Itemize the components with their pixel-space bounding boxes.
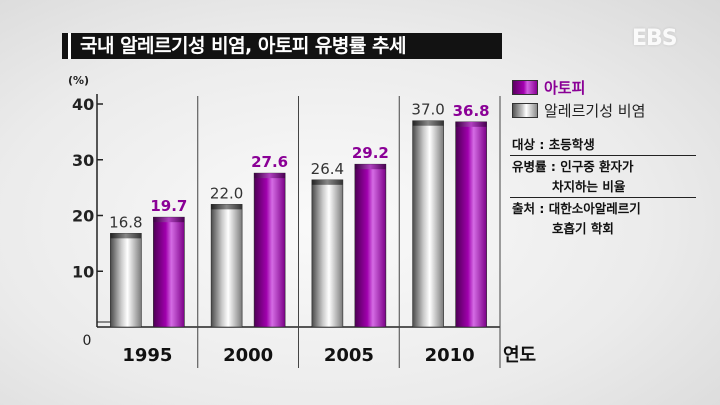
bar-cap-atopy-2005 [354,164,386,170]
data-label-allergic-rhinitis: 16.8 [109,213,142,231]
bar-atopy-2010 [455,121,487,328]
legend-label-allergic-rhinitis: 알레르기성 비염 [544,101,646,120]
data-label-atopy: 27.6 [251,153,288,171]
info-prevalence-1: 유병률 : 인구중 환자가 [512,159,634,174]
data-label-allergic-rhinitis: 26.4 [311,160,344,178]
y-axis-unit: (%) [68,74,89,87]
legend-item-allergic-rhinitis: 알레르기성 비염 [512,100,645,120]
bar-allergic-rhinitis-2010 [412,120,444,328]
data-label-atopy: 29.2 [352,144,389,162]
legend-label-atopy: 아토피 [544,78,586,97]
title-stripe [68,33,71,59]
info-divider [510,197,696,198]
y-tick-label: 20 [72,207,94,226]
chart-title: 국내 알레르기성 비염, 아토피 유병률 추세 [80,35,406,57]
y-tick-label: 10 [72,262,94,281]
bar-cap-allergic-rhinitis-2010 [412,120,444,126]
bar-atopy-1995 [153,216,185,328]
info-prevalence-2: 차지하는 비율 [552,179,626,194]
info-subject: 대상 : 초등학생 [512,137,595,152]
legend-item-atopy: 아토피 [512,77,585,97]
x-tick-label: 2010 [425,345,475,366]
bar-cap-allergic-rhinitis-2005 [311,179,343,185]
bar-allergic-rhinitis-1995 [110,233,142,328]
data-label-atopy: 36.8 [453,102,490,120]
bar-cap-atopy-1995 [153,217,185,223]
info-panel: 대상 : 초등학생 유병률 : 인구중 환자가 차지하는 비율 출처 : 대한소… [510,135,696,239]
bar-atopy-2000 [253,172,286,328]
y-tick-label: 30 [72,151,94,170]
bar-allergic-rhinitis-2005 [311,179,344,328]
bar-cap-allergic-rhinitis-2000 [211,204,243,210]
x-tick-label: 2000 [223,345,273,366]
data-label-allergic-rhinitis: 22.0 [210,184,243,202]
x-tick-label: 2005 [324,345,374,366]
bar-cap-allergic-rhinitis-1995 [110,233,142,239]
x-tick-label: 1995 [122,345,172,366]
data-label-atopy: 19.7 [150,197,187,215]
broadcaster-logo: EBS [632,26,678,51]
y-tick-label: 0 [83,333,92,349]
data-label-allergic-rhinitis: 37.0 [411,101,444,119]
bar-atopy-2005 [354,163,387,328]
info-divider [510,155,696,156]
y-tick-label: 40 [72,95,94,114]
x-axis-label: 연도 [503,345,536,366]
info-source-1: 출처 : 대한소아알레르기 [512,201,641,216]
bar-allergic-rhinitis-2000 [210,204,243,328]
legend-swatch-atopy [512,79,538,95]
bar-cap-atopy-2010 [455,121,487,127]
legend-swatch-allergic-rhinitis [512,102,538,118]
title-bar: 국내 알레르기성 비염, 아토피 유병률 추세 [62,33,502,59]
bar-cap-atopy-2000 [254,173,286,179]
info-source-2: 호흡기 학회 [552,221,614,236]
